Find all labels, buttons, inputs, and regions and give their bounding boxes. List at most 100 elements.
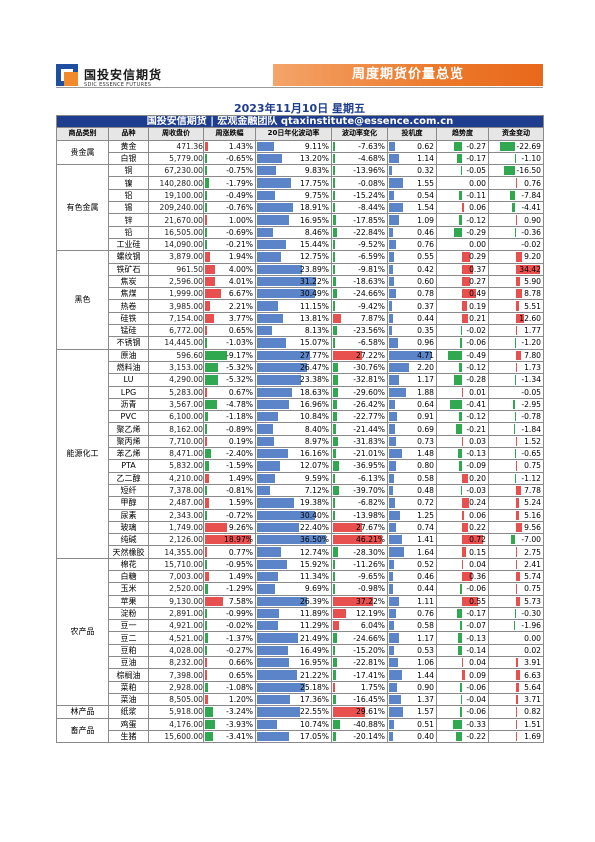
value-bar xyxy=(257,424,273,434)
value-bar xyxy=(454,141,462,151)
close-price: 4,290.00 xyxy=(148,373,204,387)
cell-value: -1.12 xyxy=(521,473,542,483)
value-bar xyxy=(515,313,525,324)
cell-value: -6.58% xyxy=(358,338,385,348)
value-bar xyxy=(333,584,335,594)
value-bar xyxy=(515,584,517,594)
value-bar xyxy=(389,461,397,471)
value-bar xyxy=(257,436,274,447)
commodity-name: 玉米 xyxy=(108,582,149,596)
value-bar xyxy=(257,412,278,422)
value-bar xyxy=(257,682,305,692)
commodity-name: 白糖 xyxy=(108,569,149,584)
cell-value: -22.81% xyxy=(353,658,385,668)
value-bar xyxy=(389,203,403,213)
value-bar xyxy=(205,387,207,397)
close-price: 209,240.00 xyxy=(148,201,204,215)
cell-value: 8.46% xyxy=(304,227,329,237)
value-bar xyxy=(205,350,228,360)
cell-value: 1.14 xyxy=(417,154,434,164)
value-bar xyxy=(257,645,289,656)
value-bar xyxy=(389,424,396,434)
close-price: 16,505.00 xyxy=(148,225,204,239)
value-bar xyxy=(257,670,298,680)
close-price: 4,210.00 xyxy=(148,471,204,485)
cell-value: 0.76 xyxy=(417,240,434,250)
cell-value: -0.02 xyxy=(466,326,486,336)
cell-value: -17.41% xyxy=(353,670,385,680)
cell-value: -0.99% xyxy=(226,609,253,619)
value-bar xyxy=(389,350,432,360)
value-bar xyxy=(333,141,335,151)
value-bar xyxy=(257,498,294,508)
close-price: 14,445.00 xyxy=(148,336,204,350)
value-bar xyxy=(333,399,338,410)
cell-value: 9.83% xyxy=(304,166,329,176)
value-bar xyxy=(389,387,406,397)
cell-value: 1.52 xyxy=(524,436,542,446)
cell-value: 12.74% xyxy=(300,547,329,557)
cell-value: 0.03 xyxy=(469,436,486,446)
value-bar xyxy=(333,707,365,717)
cell-value: -11.26% xyxy=(353,559,385,569)
table-row: 锡 209,240.00 -0.76% 18.91% -8.44% 1.54 0.06 -4.… xyxy=(57,201,545,215)
value-bar xyxy=(514,621,516,631)
commodity-name: 燃料油 xyxy=(108,360,149,375)
value-bar xyxy=(333,621,340,631)
value-bar xyxy=(257,141,275,151)
cell-value: 5.24 xyxy=(524,498,542,508)
value-bar xyxy=(462,670,465,680)
value-bar xyxy=(333,412,337,422)
cell-value: 0.66% xyxy=(228,658,253,668)
value-bar xyxy=(452,719,462,729)
close-price: 1,749.00 xyxy=(148,520,204,535)
value-bar xyxy=(458,190,462,201)
cell-value: 0.58 xyxy=(417,621,434,631)
cell-value: 1.49% xyxy=(228,473,253,483)
close-price: 7,154.00 xyxy=(148,311,204,326)
cell-value: -6.59% xyxy=(358,252,385,262)
value-bar xyxy=(205,264,215,274)
divider xyxy=(56,87,543,88)
value-bar xyxy=(389,436,396,447)
cell-value: 1.88 xyxy=(417,387,434,397)
cell-value: -22.77% xyxy=(353,412,385,422)
value-bar xyxy=(333,190,336,201)
commodity-name: 锌 xyxy=(108,213,149,227)
cell-value: 0.22 xyxy=(469,522,486,532)
cell-value: -4.78% xyxy=(226,399,253,409)
value-bar xyxy=(333,178,335,188)
value-bar xyxy=(455,731,462,742)
close-price: 67,230.00 xyxy=(148,164,204,178)
cell-value: 25.18% xyxy=(300,682,329,692)
value-bar xyxy=(205,485,207,496)
value-bar xyxy=(462,547,467,557)
value-bar xyxy=(513,399,516,410)
cell-value: 4.01% xyxy=(228,277,253,286)
value-bar xyxy=(514,338,516,348)
value-bar xyxy=(333,658,337,668)
value-bar xyxy=(333,276,336,287)
commodity-name: 铅 xyxy=(108,225,149,239)
value-bar xyxy=(205,596,224,606)
value-bar xyxy=(257,707,300,717)
table-row: LPG 5,283.00 0.67% 18.63% -29.60% 1.88 0.01 -0.… xyxy=(57,385,545,399)
cell-value: 1.37 xyxy=(417,695,434,705)
value-bar xyxy=(257,608,280,619)
cell-value: 12.60 xyxy=(519,313,542,323)
cell-value: 16.95% xyxy=(300,215,329,225)
table-row: 菜粕 2,928.00 -1.08% 25.18% 1.75% 0.90 -0.06 5.64 xyxy=(57,680,545,694)
commodity-name: 螺纹钢 xyxy=(108,250,149,264)
value-bar xyxy=(514,153,516,164)
category-cell: 黑色 xyxy=(56,250,109,350)
cell-value: 9.56 xyxy=(524,522,542,532)
value-bar xyxy=(460,338,462,348)
cell-value: 17.75% xyxy=(300,178,329,188)
value-bar xyxy=(515,326,517,336)
cell-value: 12.19% xyxy=(356,609,385,619)
value-bar xyxy=(257,621,279,631)
value-bar xyxy=(333,559,335,569)
table-row: PVC 6,100.00 -1.18% 10.84% -22.77% 0.91 -0.12 -… xyxy=(57,410,545,424)
cell-value: -1.59% xyxy=(226,461,253,471)
table-row: 燃料油 3,153.00 -5.32% 26.47% -30.76% 2.20 -0.12 1… xyxy=(57,360,545,375)
